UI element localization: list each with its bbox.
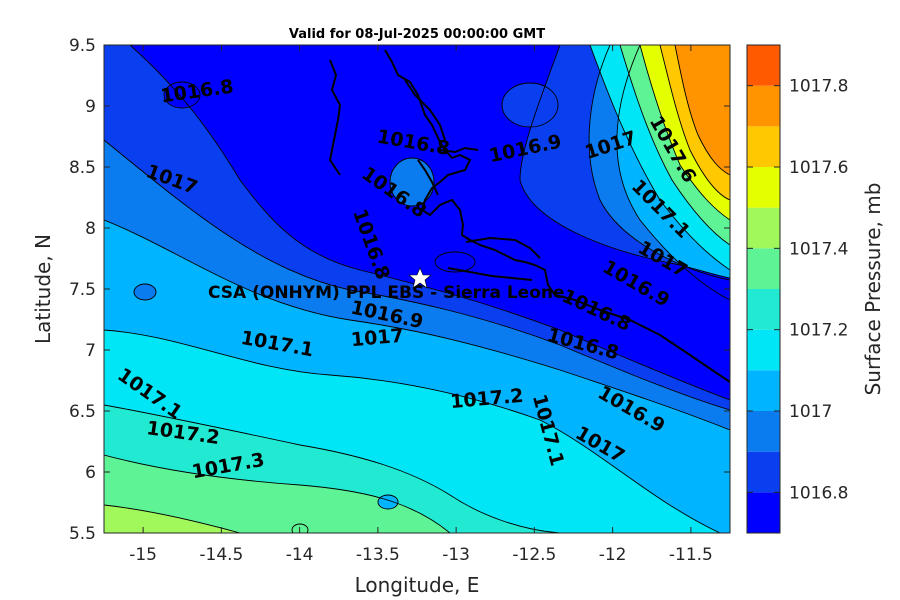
colorbar-swatch xyxy=(747,411,780,452)
colorbar-tick-label: 1016.8 xyxy=(789,483,848,503)
fill-region-1017.7-ne xyxy=(675,45,730,175)
colorbar-tick-label: 1017.8 xyxy=(789,77,848,97)
contour-lines xyxy=(104,45,730,533)
fill-pocket xyxy=(390,158,434,206)
fill-pocket xyxy=(164,82,200,108)
x-tick-label: -11.5 xyxy=(669,545,713,565)
fill-region-1016.8 xyxy=(130,45,730,400)
colorbar-tick-label: 1017.4 xyxy=(789,239,848,259)
y-tick-label: 9 xyxy=(85,97,96,117)
x-axis: -15 -14.5 -14 -13.5 -13 -12.5 -12 -11.5 xyxy=(129,45,713,565)
y-tick-label: 7 xyxy=(85,341,96,361)
x-tick-label: -13.5 xyxy=(356,545,400,565)
site-marker xyxy=(408,267,432,289)
contour-label: 1017 xyxy=(350,325,405,352)
fill-region-1017.5 xyxy=(104,505,240,533)
colorbar-swatch xyxy=(747,207,780,249)
colorbar-ticks: 1017.8 1017.6 1017.4 1017.2 1017 1016.8 xyxy=(747,77,848,503)
x-tick-label: -12.5 xyxy=(512,545,556,565)
colorbar-tick-label: 1017 xyxy=(789,402,832,422)
colorbar-swatch xyxy=(747,248,780,289)
site-label: CSA (ONHYM) PPL EBS - Sierra Leone xyxy=(208,283,565,303)
colorbar-swatch xyxy=(747,370,780,411)
colorbar-swatch xyxy=(747,329,780,371)
x-tick-label: -12 xyxy=(599,545,627,565)
star-icon xyxy=(408,267,432,289)
colorbar-tick-label: 1017.2 xyxy=(789,321,848,341)
colorbar-swatch xyxy=(747,451,780,493)
x-tick-label: -14.5 xyxy=(199,545,243,565)
y-tick-label: 7.5 xyxy=(69,280,96,300)
fill-region-1017.4 xyxy=(104,455,450,533)
x-tick-label: -14 xyxy=(286,545,314,565)
y-tick-label: 6 xyxy=(85,463,96,483)
colorbar-swatch xyxy=(747,85,780,127)
colorbar xyxy=(747,45,780,533)
fill-pocket xyxy=(502,83,558,127)
colorbar-frame xyxy=(746,44,781,534)
y-axis-label: Latitude, N xyxy=(31,234,55,344)
colorbar-tick-label: 1017.6 xyxy=(789,158,848,178)
x-tick-label: -13 xyxy=(442,545,470,565)
y-axis: 9.5 9 8.5 8 7.5 7 6.5 6 5.5 xyxy=(69,36,730,544)
colorbar-swatch xyxy=(747,126,780,167)
chart-title: Valid for 08-Jul-2025 00:00:00 GMT xyxy=(289,27,545,42)
y-tick-label: 6.5 xyxy=(69,402,96,422)
colorbar-swatch xyxy=(747,289,780,330)
fill-pocket xyxy=(134,284,156,300)
colorbar-swatch xyxy=(747,167,780,208)
colorbar-swatch xyxy=(747,45,780,86)
x-tick-label: -15 xyxy=(129,545,157,565)
y-tick-label: 5.5 xyxy=(69,524,96,544)
x-axis-label: Longitude, E xyxy=(355,573,480,597)
coastline xyxy=(328,49,730,383)
colorbar-label: Surface Pressure, mb xyxy=(861,183,885,396)
y-tick-label: 9.5 xyxy=(69,36,96,56)
colorbar-swatch xyxy=(747,492,780,533)
y-tick-label: 8.5 xyxy=(69,158,96,178)
y-tick-label: 8 xyxy=(85,219,96,239)
